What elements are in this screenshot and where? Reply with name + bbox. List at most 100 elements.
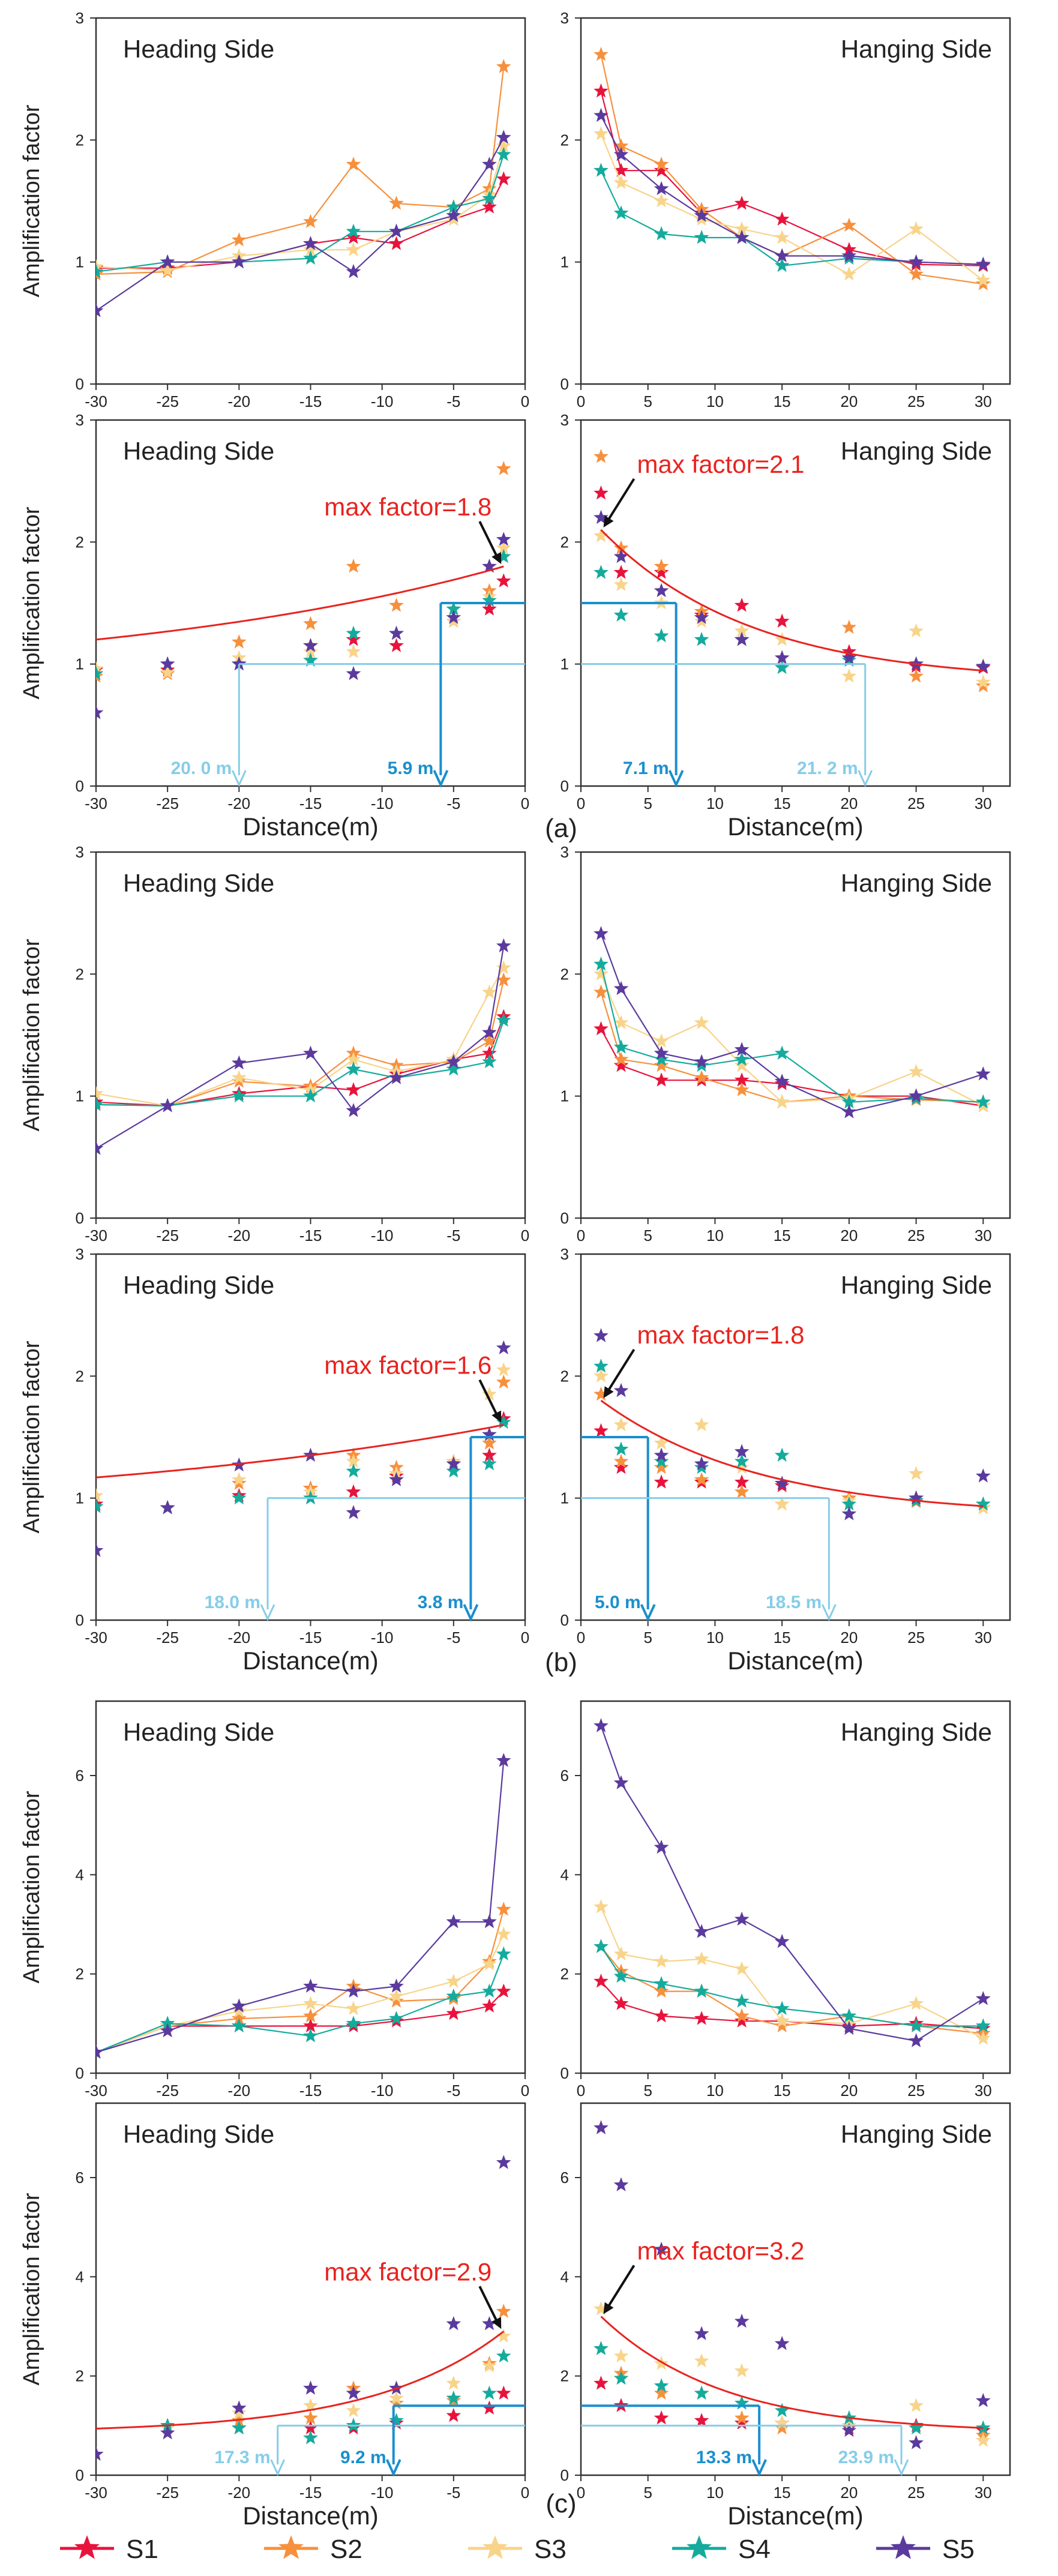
x-tick-label: -5 (446, 392, 460, 410)
data-point-S1 (389, 638, 404, 652)
data-point-S1 (734, 1474, 750, 1489)
panel-b-bottom-heading: -30 -25 -20 -15 -10 -5 0 0 1 2 3 Amplification fact… (19, 1245, 529, 1675)
data-point-S1 (303, 2420, 318, 2434)
y-tick-label: 0 (76, 777, 84, 795)
x-tick-label: 30 (975, 392, 992, 410)
data-point-S5 (909, 2435, 924, 2449)
data-point-S2 (613, 540, 629, 554)
data-point-S4 (734, 1993, 750, 2008)
data-point-S3 (909, 1996, 924, 2010)
data-point-S3 (613, 1015, 629, 1030)
data-point-S3 (613, 2348, 629, 2363)
data-point-S5 (841, 2020, 857, 2035)
data-point-S2 (774, 2018, 790, 2032)
x-tick-label: 15 (774, 2484, 791, 2502)
data-point-S4 (594, 163, 609, 177)
threshold-label: 17.3 m (214, 2448, 270, 2467)
data-point-S4 (346, 625, 361, 640)
data-point-S2 (482, 1033, 497, 1048)
data-point-S4 (496, 548, 511, 563)
annotation-arrow-shaft (478, 2286, 500, 2326)
data-point-S5 (446, 610, 461, 624)
data-point-S5 (303, 1978, 318, 1993)
x-tick-label: -25 (156, 392, 179, 410)
max-factor-annotation: max factor=1.6 (324, 1351, 491, 1380)
data-point-S5 (346, 665, 361, 680)
plot-area (594, 449, 991, 692)
data-point-S3 (774, 230, 790, 244)
threshold-arrow (640, 1604, 656, 1622)
fit-curve (600, 1399, 984, 1507)
y-tick-label: 2 (76, 2367, 84, 2385)
data-point-S4 (303, 1088, 318, 1103)
data-point-S3 (734, 221, 750, 236)
data-point-S2 (346, 559, 361, 573)
data-point-S1 (482, 601, 497, 616)
threshold-arrow (231, 770, 247, 787)
data-point-S5 (654, 583, 669, 598)
x-tick-label: -25 (156, 1226, 179, 1244)
y-tick-label: 0 (76, 1611, 84, 1629)
data-point-S5 (446, 2316, 461, 2331)
data-point-S5 (694, 1054, 709, 1069)
threshold-arrow (894, 2459, 909, 2476)
data-point-S4 (613, 607, 629, 622)
y-tick-label: 2 (76, 1965, 84, 1983)
data-point-S2 (496, 461, 511, 475)
data-point-S1 (446, 2005, 461, 2020)
data-point-S2 (654, 2385, 669, 2400)
data-point-S5 (654, 1839, 669, 1854)
y-tick-label: 3 (561, 411, 569, 429)
x-tick-label: 10 (706, 1226, 724, 1244)
data-point-S1 (482, 1447, 497, 1462)
data-point-S3 (346, 2403, 361, 2418)
y-tick-label: 1 (561, 1489, 569, 1507)
threshold-arrow (821, 1604, 837, 1621)
data-point-S4 (482, 190, 497, 205)
max-factor-annotation: max factor=3.2 (637, 2236, 805, 2265)
x-axis-label: Distance(m) (242, 812, 378, 841)
fit-curve (600, 2316, 984, 2429)
x-tick-label: -5 (446, 794, 460, 812)
data-point-S5 (975, 256, 991, 271)
data-point-S1 (346, 1484, 361, 1498)
threshold-arrow (260, 1604, 275, 1621)
data-point-S1 (594, 83, 609, 98)
data-point-S5 (654, 1447, 669, 1462)
data-point-S4 (346, 1463, 361, 1478)
x-tick-label: -10 (371, 794, 394, 812)
data-point-S1 (734, 2415, 750, 2430)
x-tick-label: -15 (299, 1226, 322, 1244)
threshold-arrow (433, 770, 449, 788)
data-point-S5 (232, 1055, 247, 1070)
data-point-S3 (734, 1459, 750, 1474)
data-point-S3 (909, 2398, 924, 2412)
x-tick-label: -10 (371, 2484, 394, 2502)
data-point-S3 (694, 2353, 709, 2368)
data-point-S5 (909, 2033, 924, 2047)
data-point-S5 (734, 1911, 750, 1926)
data-point-S4 (232, 1490, 247, 1505)
data-point-S1 (654, 1474, 669, 1489)
y-tick-label: 2 (561, 533, 569, 551)
data-point-S5 (496, 2155, 511, 2169)
data-point-S1 (654, 2410, 669, 2425)
data-point-S5 (303, 2380, 318, 2395)
x-tick-label: 0 (521, 1629, 529, 1647)
panel-title: Hanging Side (841, 1271, 992, 1299)
data-point-S1 (346, 230, 361, 244)
data-point-S3 (694, 1015, 709, 1030)
data-point-S4 (303, 2028, 318, 2043)
plot-area (594, 47, 991, 290)
data-point-S4 (734, 1051, 750, 1066)
data-point-S5 (613, 2177, 629, 2191)
data-point-S3 (496, 1362, 511, 1377)
data-point-S4 (654, 226, 669, 241)
y-tick-label: 0 (561, 375, 569, 393)
threshold-arrow (270, 2459, 286, 2476)
data-point-S5 (446, 208, 461, 222)
series-line-S2 (96, 1909, 505, 2053)
data-point-S3 (594, 966, 609, 980)
y-tick-label: 4 (76, 2268, 84, 2286)
y-tick-label: 2 (561, 1965, 569, 1983)
